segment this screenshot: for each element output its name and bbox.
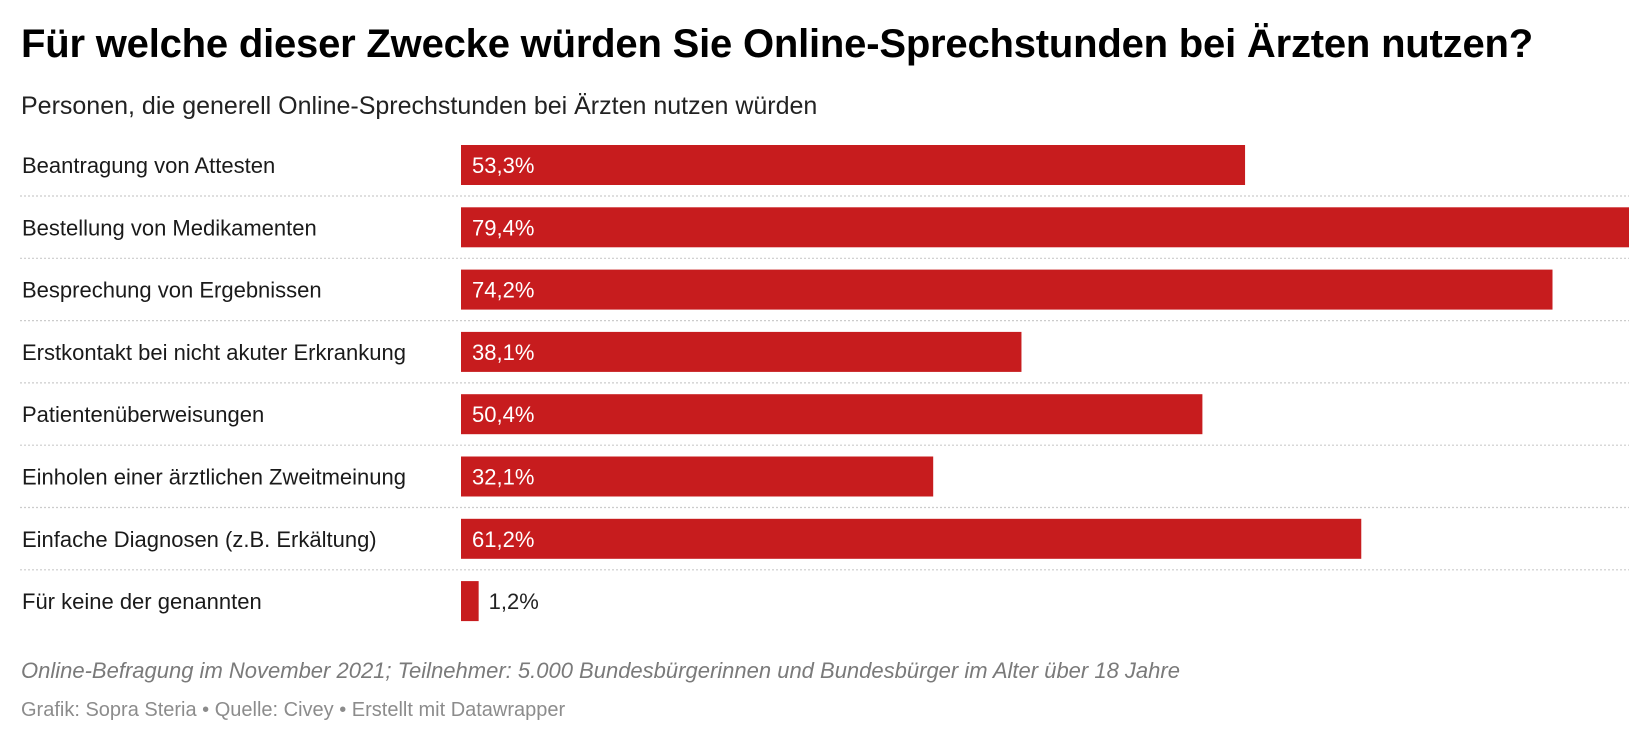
source-credits: Grafik: Sopra Steria • Quelle: Civey • E… xyxy=(21,699,566,721)
category-label: Bestellung von Medikamenten xyxy=(22,215,317,240)
chart-title: Für welche dieser Zwecke würden Sie Onli… xyxy=(21,22,1533,66)
value-label: 50,4% xyxy=(472,402,534,427)
bar xyxy=(461,269,1553,310)
bar xyxy=(461,518,1362,559)
category-label: Für keine der genannten xyxy=(22,589,262,614)
value-label: 1,2% xyxy=(489,589,539,614)
value-label: 53,3% xyxy=(472,153,534,178)
bar xyxy=(461,207,1629,248)
bar xyxy=(461,145,1246,185)
bar xyxy=(461,581,479,622)
chart-subtitle: Personen, die generell Online-Sprechstun… xyxy=(21,92,818,120)
bar xyxy=(461,456,934,497)
category-label: Patientenüberweisungen xyxy=(22,402,264,427)
category-label: Erstkontakt bei nicht akuter Erkrankung xyxy=(22,340,406,365)
value-label: 32,1% xyxy=(472,465,534,490)
category-label: Einfache Diagnosen (z.B. Erkältung) xyxy=(22,527,377,552)
value-label: 74,2% xyxy=(472,278,534,303)
category-label: Beantragung von Attesten xyxy=(22,153,275,178)
value-label: 79,4% xyxy=(472,215,534,240)
bar xyxy=(461,331,1022,372)
survey-note: Online-Befragung im November 2021; Teiln… xyxy=(21,658,1180,683)
category-label: Besprechung von Ergebnissen xyxy=(22,278,322,303)
category-label: Einholen einer ärztlichen Zweitmeinung xyxy=(22,465,406,490)
value-label: 38,1% xyxy=(472,340,534,365)
value-label: 61,2% xyxy=(472,527,534,552)
bar xyxy=(461,394,1203,435)
